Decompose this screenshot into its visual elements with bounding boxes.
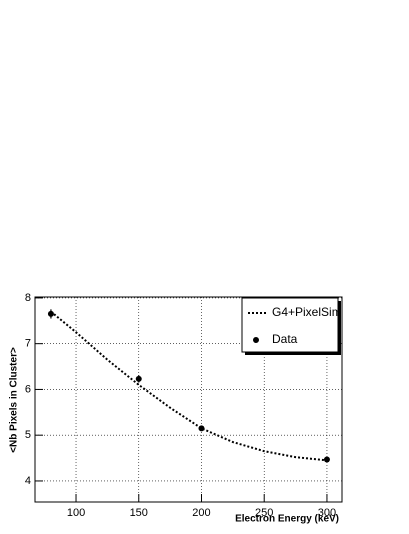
y-tick-label: 7 [25, 338, 31, 350]
y-tick-label: 5 [25, 429, 31, 441]
data-point [47, 310, 54, 317]
x-tick-label: 200 [192, 507, 210, 519]
x-tick-label: 100 [67, 507, 85, 519]
x-tick-label: 150 [130, 507, 148, 519]
y-tick-label: 8 [25, 292, 31, 304]
legend-marker [253, 337, 259, 343]
y-tick-label: 4 [25, 475, 31, 487]
x-tick-label: 300 [318, 507, 336, 519]
legend [241, 297, 339, 353]
x-tick-label: 250 [255, 507, 273, 519]
y-tick-label: 6 [25, 383, 31, 395]
x-axis-label: Electron Energy (keV) [235, 514, 339, 525]
legend-label: Data [272, 332, 298, 346]
legend-label: G4+PixelSim [272, 305, 342, 319]
data-point [323, 456, 330, 463]
y-axis-label: <Nb Pixels in Cluster> [9, 347, 20, 453]
data-point [198, 425, 205, 432]
plot-frame [34, 296, 343, 503]
line [50, 310, 328, 462]
data-point [135, 375, 142, 382]
